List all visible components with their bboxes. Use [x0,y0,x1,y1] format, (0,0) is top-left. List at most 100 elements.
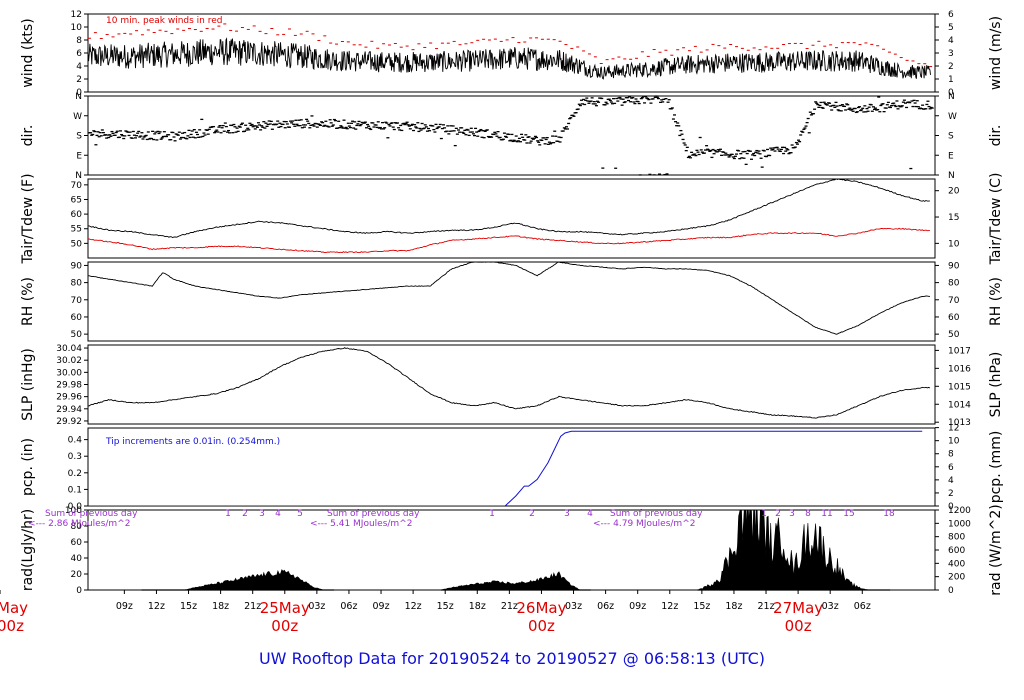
left-tick-label: 12 [71,10,82,20]
radiation-note: Sum of previous day [45,509,138,519]
time-label: 12z [148,601,165,612]
left-tick-label: 0.4 [68,436,83,446]
left-tick-label: 4 [76,62,82,72]
radiation-hour-mark: 3 [789,509,795,519]
right-tick-label: N [948,171,955,181]
left-tick-label: 29.94 [56,405,82,415]
radiation-hour-mark: 3 [259,509,265,519]
day-label-time: 00z [528,617,555,635]
ylabel-right: pcp. (mm) [988,431,1004,504]
radiation-hour-mark: 1 [489,509,495,519]
right-tick-label: 0 [948,502,954,512]
right-tick-label: 6 [948,10,954,20]
radiation-hour-mark: 8 [805,509,811,519]
right-tick-label: 8 [948,450,954,460]
time-label: 06z [340,601,357,612]
ylabel-left: pcp. (in) [20,438,36,496]
left-tick-label: 40 [71,554,83,564]
left-tick-label: 2 [76,75,82,85]
left-tick-label: 0 [76,586,82,596]
time-label: 06z [597,601,614,612]
right-tick-label: 1000 [948,519,971,529]
ylabel-right: Tair/Tdew (C) [988,173,1004,266]
day-label-time: 00z [785,617,812,635]
left-tick-label: 70 [71,181,83,191]
left-tick-label: 90 [71,261,83,271]
panel-frame [87,95,936,176]
time-label: 21z [244,601,261,612]
right-tick-label: 2 [948,489,954,499]
time-label: 21z [501,601,518,612]
radiation-hour-mark: 3 [564,509,570,519]
right-tick-label: 1200 [948,506,971,516]
right-tick-label: 6 [948,463,954,473]
right-tick-label: 200 [948,573,965,583]
right-tick-label: 12 [948,424,959,434]
series-rh [88,262,930,335]
time-label: 03z [822,601,839,612]
right-tick-label: 10 [948,239,960,249]
day-label-date: 25May [260,599,310,617]
left-tick-label: 65 [71,195,82,205]
time-label: 12z [661,601,678,612]
right-tick-label: 600 [948,546,965,556]
right-tick-label: 4 [948,476,954,486]
left-tick-label: 30.04 [56,344,82,354]
series-temperature-tdew [88,227,930,254]
right-tick-label: 50 [948,330,960,340]
radiation-hour-mark: 15 [843,509,854,519]
right-tick-label: 70 [948,296,960,306]
right-tick-label: 1016 [948,364,971,374]
panel-slp: 29.92 29.94 29.96 29.98 30.00 30.02 30.04 1013 1… [20,344,1004,428]
left-tick-label: 0.2 [68,469,82,479]
right-tick-label: 1013 [948,418,971,428]
left-tick-label: 20 [71,570,83,580]
right-tick-label: 1 [948,75,954,85]
ylabel-right: dir. [988,125,1004,147]
right-tick-label: E [948,151,954,161]
ylabel-right: rad (W/m^2) [988,504,1004,595]
day-label-date: 27May [773,599,823,617]
series-precip [88,430,923,506]
series-wind-speed [88,37,931,80]
right-tick-label: 1015 [948,382,971,392]
left-tick-label: W [73,112,82,122]
right-tick-label: 80 [948,279,960,289]
left-tick-label: 80 [71,522,83,532]
ylabel-left: rad(Lgly/hr) [20,509,36,591]
left-tick-label: N [75,92,82,102]
radiation-hour-mark: 5 [297,509,303,519]
radiation-note: <--- 2.86 MJoules/m^2 [28,519,130,529]
left-tick-label: 0 [76,88,82,98]
radiation-hour-mark: 2 [529,509,535,519]
left-tick-label: 8 [76,36,82,46]
right-tick-label: 400 [948,559,965,569]
left-tick-label: 0.0 [68,502,83,512]
left-tick-label: 60 [71,210,83,220]
day-label-time: 00z [0,617,24,635]
left-tick-label: 50 [71,330,83,340]
time-label: 09z [372,601,389,612]
day-label-date: May [0,599,28,617]
panel-radiation: 020406080100020040060080010001200rad(Lgl… [20,504,1004,596]
right-tick-label: 20 [948,187,960,197]
radiation-note: <--- 5.41 MJoules/m^2 [310,519,412,529]
ylabel-left: RH (%) [20,277,36,326]
right-tick-label: S [948,132,954,142]
radiation-hour-mark: 2 [775,509,781,519]
panel-temperature: 50 55 60 65 70 10 15 20 Tair/Tdew (F) Tair/Tdew (… [20,173,1004,266]
ylabel-right: RH (%) [988,277,1004,326]
ylabel-left: Tair/Tdew (F) [20,173,36,264]
left-tick-label: 10 [71,23,83,33]
pcp-annotation: Tip increments are 0.01in. (0.254mm.) [105,437,280,447]
time-label: 18z [725,601,742,612]
time-axis: 09z 12z 15z 18z 21z 03z 06z 09z 12z 15z 18z 21z 03z 0… [0,590,871,635]
left-tick-label: E [76,151,82,161]
right-tick-label: 1014 [948,400,971,410]
footer-title: UW Rooftop Data for 20190524 to 20190527… [259,649,765,668]
left-tick-label: 55 [71,225,82,235]
ylabel-left: SLP (inHg) [20,348,36,421]
left-tick-label: 29.96 [56,393,82,403]
